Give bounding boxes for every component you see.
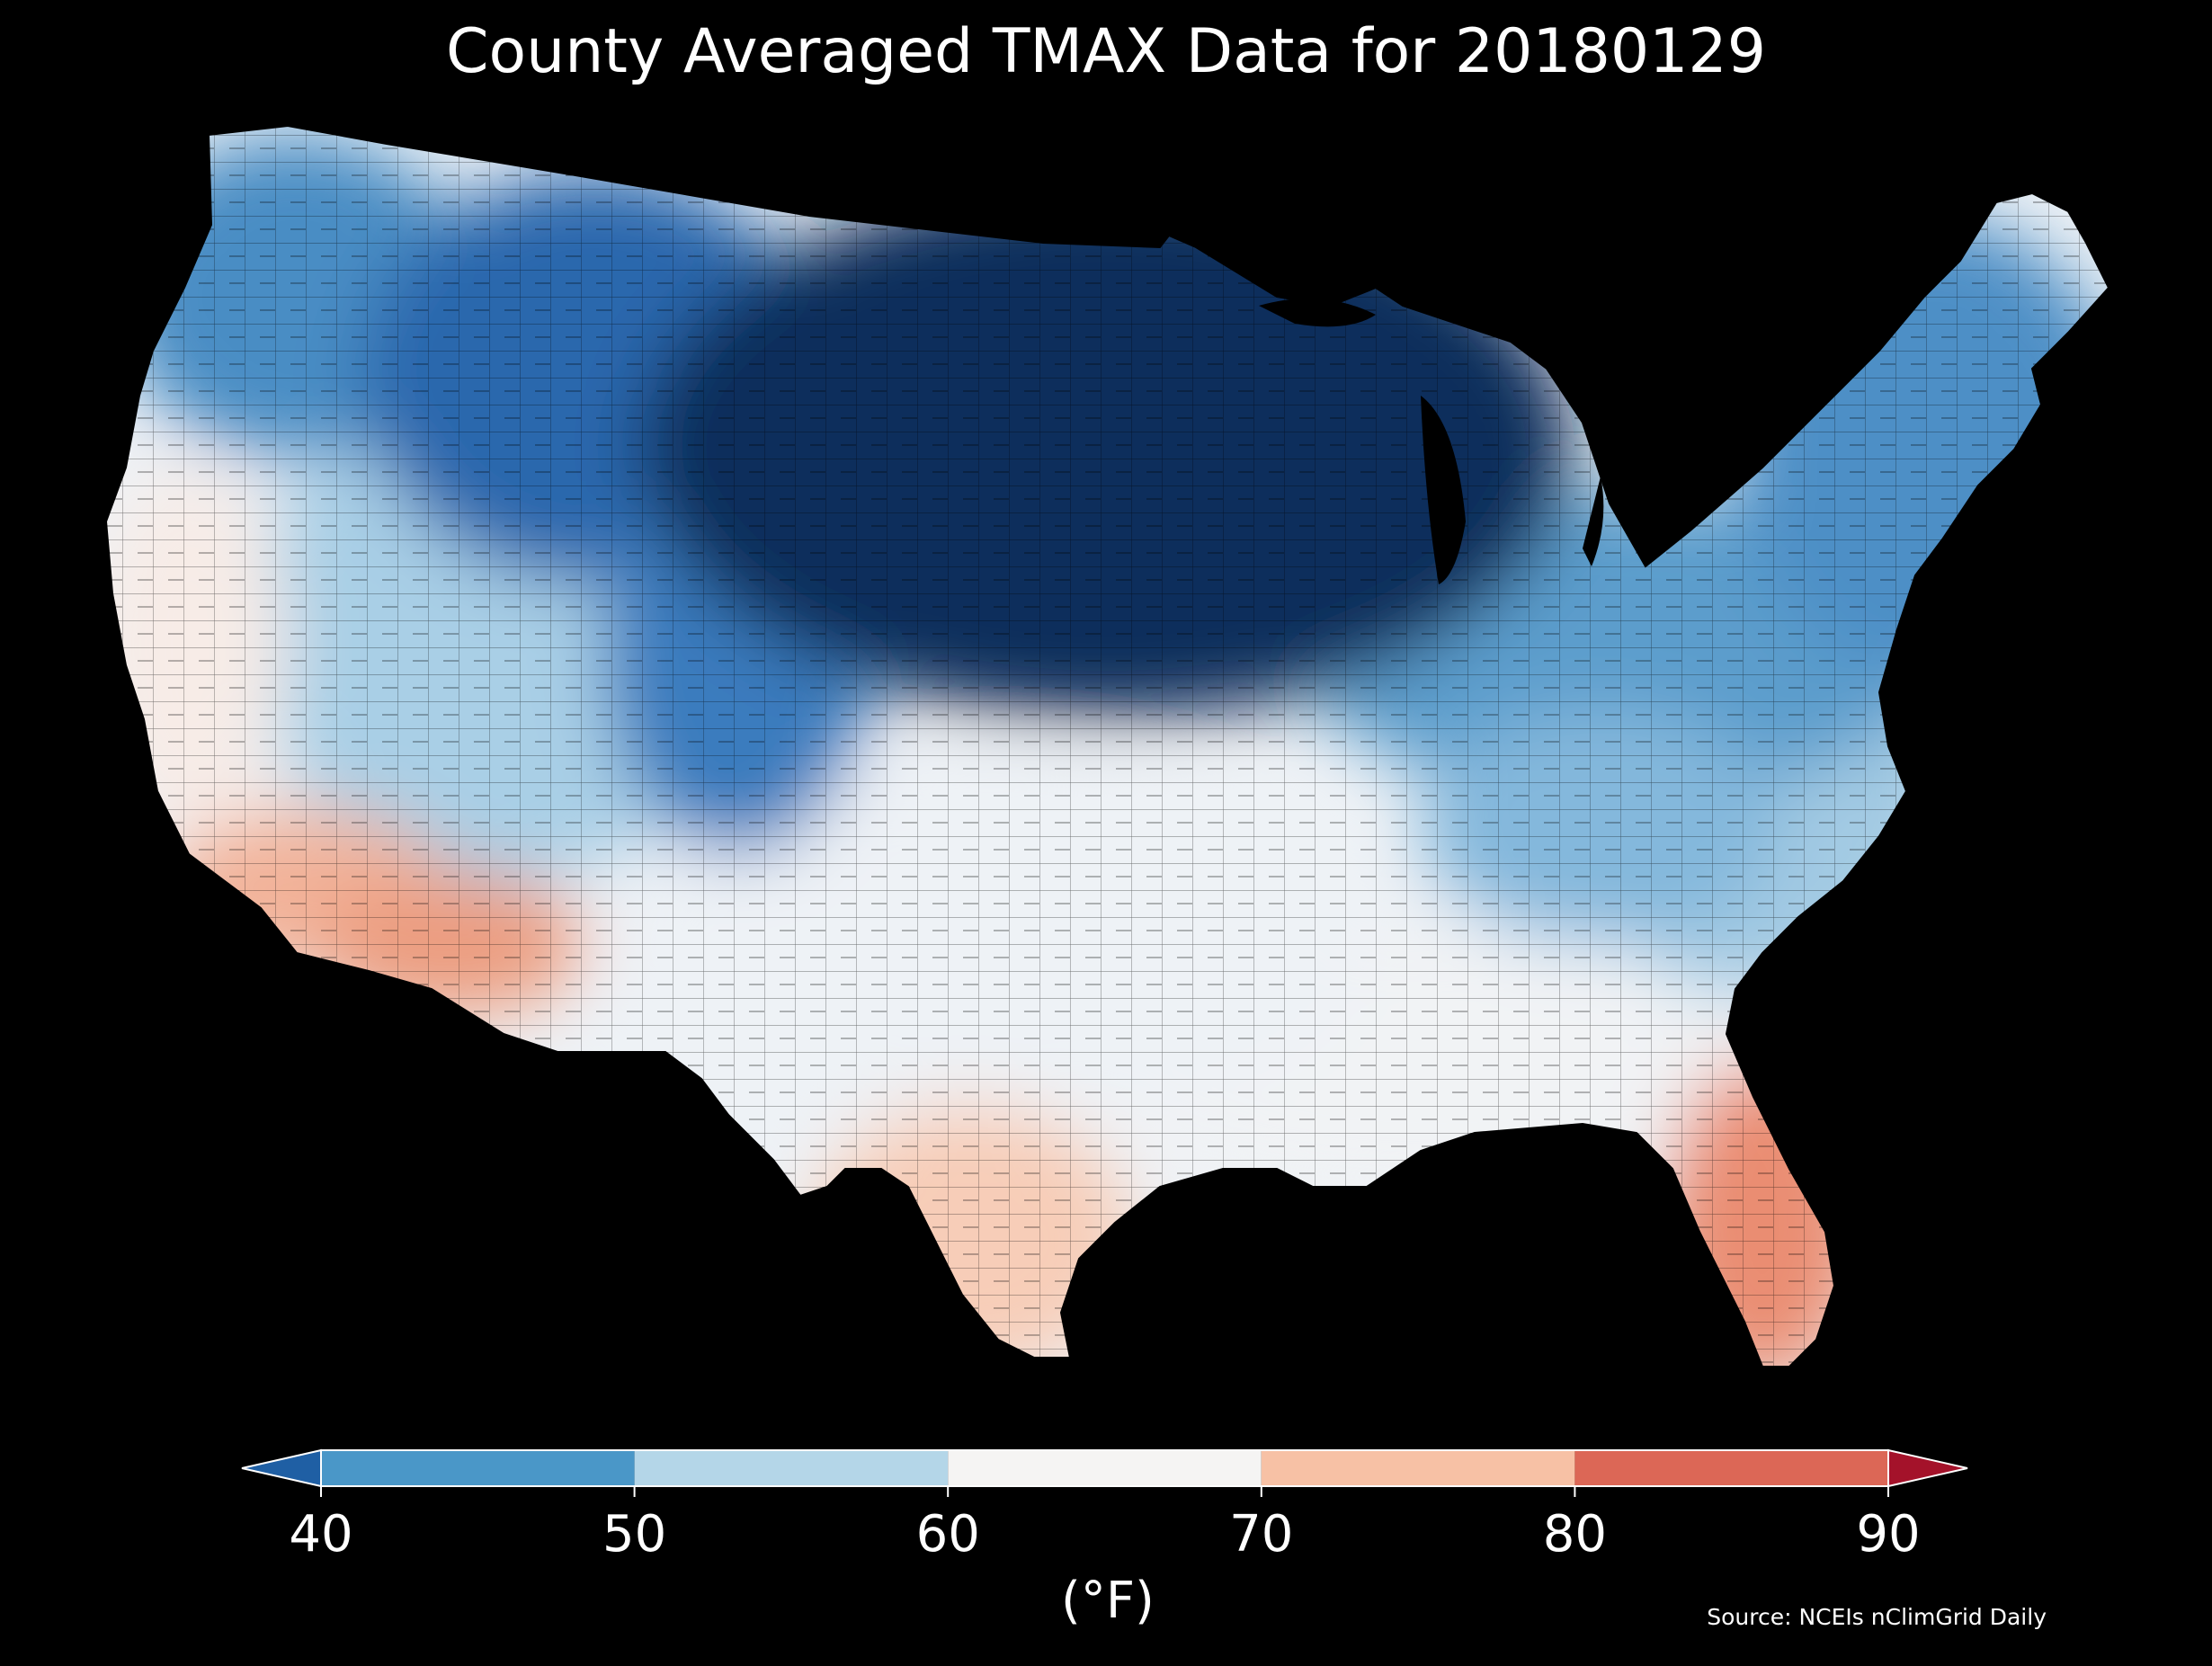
colorbar-tick-label: 90 (1856, 1505, 1920, 1564)
colorbar-tick-label: 80 (1543, 1505, 1607, 1564)
lake-superior (1259, 298, 1376, 327)
colorbar-tick-label: 50 (602, 1505, 666, 1564)
colorbar-tick-label: 40 (289, 1505, 352, 1564)
lake-michigan (1421, 396, 1466, 584)
colorbar-unit-label: (°F) (1061, 1572, 1155, 1630)
colorbar-bin-50-60 (634, 1450, 949, 1486)
colorbar-bin-70-80 (1261, 1450, 1575, 1486)
colorbar-bin-60-70 (948, 1450, 1262, 1486)
colorbar-bin-40-50 (321, 1450, 635, 1486)
colorbar-extend-low (241, 1448, 322, 1488)
colorbar-tick-label: 60 (916, 1505, 980, 1564)
source-credit: Source: NCEIs nClimGrid Daily (1707, 1604, 2047, 1630)
colorbar-tick-label: 70 (1229, 1505, 1293, 1564)
colorbar-bin-80-90 (1574, 1450, 1888, 1486)
map-title: County Averaged TMAX Data for 20180129 (446, 16, 1766, 87)
colorbar-frame (320, 1449, 1889, 1487)
lake-huron (1583, 477, 1604, 566)
colorbar-extend-high (1887, 1448, 1968, 1488)
